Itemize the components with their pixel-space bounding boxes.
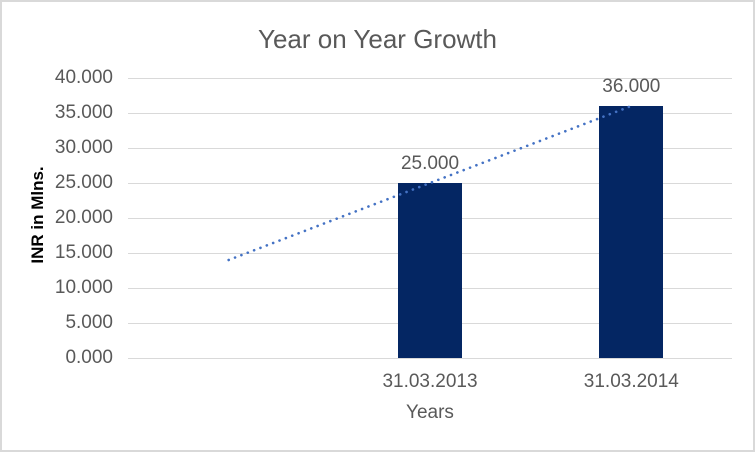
y-axis-tick-label: 5.000 <box>65 312 113 333</box>
x-axis-title: Years <box>406 402 454 423</box>
y-axis-tick-label: 0.000 <box>65 347 113 368</box>
y-axis-tick-label: 25.000 <box>54 172 113 193</box>
plot-area: 25.000 36.000 <box>128 76 732 359</box>
gridline <box>128 112 732 114</box>
x-axis-tick-label: 31.03.2014 <box>583 371 679 392</box>
y-axis-tick-label: 35.000 <box>54 102 113 123</box>
y-axis-tick-label: 10.000 <box>54 277 113 298</box>
bar-data-label: 25.000 <box>400 153 460 174</box>
y-axis-tick-label: 15.000 <box>54 242 113 263</box>
x-axis-tick-label: 31.03.2013 <box>382 371 478 392</box>
trendline-dotted-line <box>227 104 633 262</box>
y-axis-tick-label: 30.000 <box>54 137 113 158</box>
bar-data-label: 36.000 <box>602 76 661 97</box>
gridline <box>128 77 732 79</box>
trendline <box>227 104 633 262</box>
gridline <box>128 147 732 149</box>
bar-31.03.2014 <box>599 106 664 358</box>
gridline <box>128 357 732 359</box>
y-axis-tick-label: 20.000 <box>54 207 113 228</box>
bar-31.03.2013 <box>398 183 462 358</box>
y-axis-tick-label: 40.000 <box>54 67 113 88</box>
chart-title: Year on Year Growth <box>258 24 497 54</box>
